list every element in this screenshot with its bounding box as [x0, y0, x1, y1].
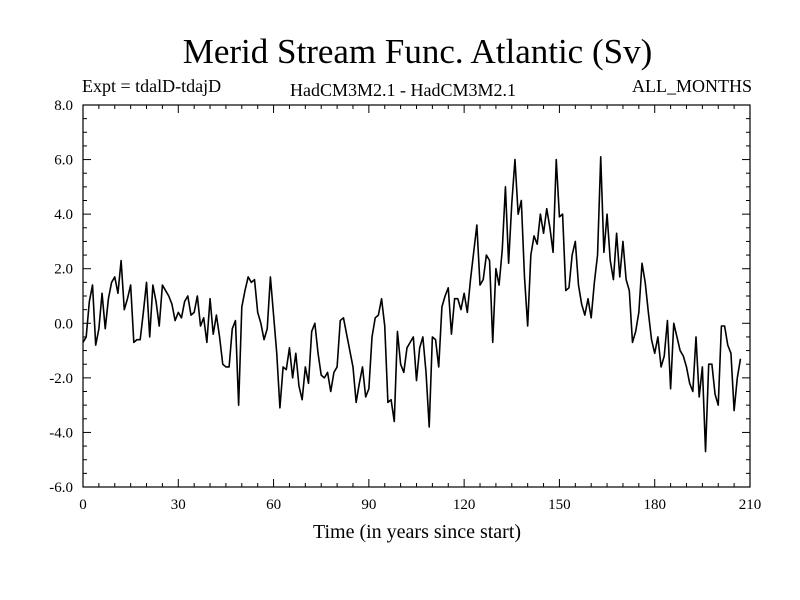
y-tick-label: 0.0 [54, 316, 73, 332]
x-tick-label: 0 [79, 497, 87, 513]
x-tick-label: 60 [266, 497, 281, 513]
y-tick-label: 4.0 [54, 207, 73, 223]
y-tick-label: -6.0 [49, 480, 73, 496]
x-tick-label: 90 [361, 497, 376, 513]
y-tick-label: 2.0 [54, 262, 73, 278]
x-tick-labels: 0 30 60 90 120 150 180 210 [79, 497, 761, 513]
chart-title: Merid Stream Func. Atlantic (Sv) [182, 32, 653, 71]
x-tick-label: 30 [171, 497, 186, 513]
y-tick-label: -2.0 [49, 371, 73, 387]
y-tick-labels: -6.0 -4.0 -2.0 0.0 2.0 4.0 6.0 8.0 [49, 98, 73, 496]
series-line [82, 156, 742, 453]
y-tick-label: 8.0 [54, 98, 73, 114]
experiment-label: Expt = tdalD-tdajD [82, 76, 222, 96]
x-axis-label: Time (in years since start) [313, 521, 521, 543]
model-label: HadCM3M2.1 - HadCM3M2.1 [290, 80, 517, 100]
x-tick-label: 150 [548, 497, 571, 513]
plot-frame [82, 104, 751, 488]
x-tick-label: 120 [453, 497, 476, 513]
tick-marks [82, 104, 751, 488]
months-label: ALL_MONTHS [632, 76, 752, 96]
y-tick-label: 6.0 [54, 153, 73, 169]
y-tick-label: -4.0 [49, 425, 73, 441]
x-tick-label: 210 [739, 497, 762, 513]
x-tick-label: 180 [643, 497, 666, 513]
